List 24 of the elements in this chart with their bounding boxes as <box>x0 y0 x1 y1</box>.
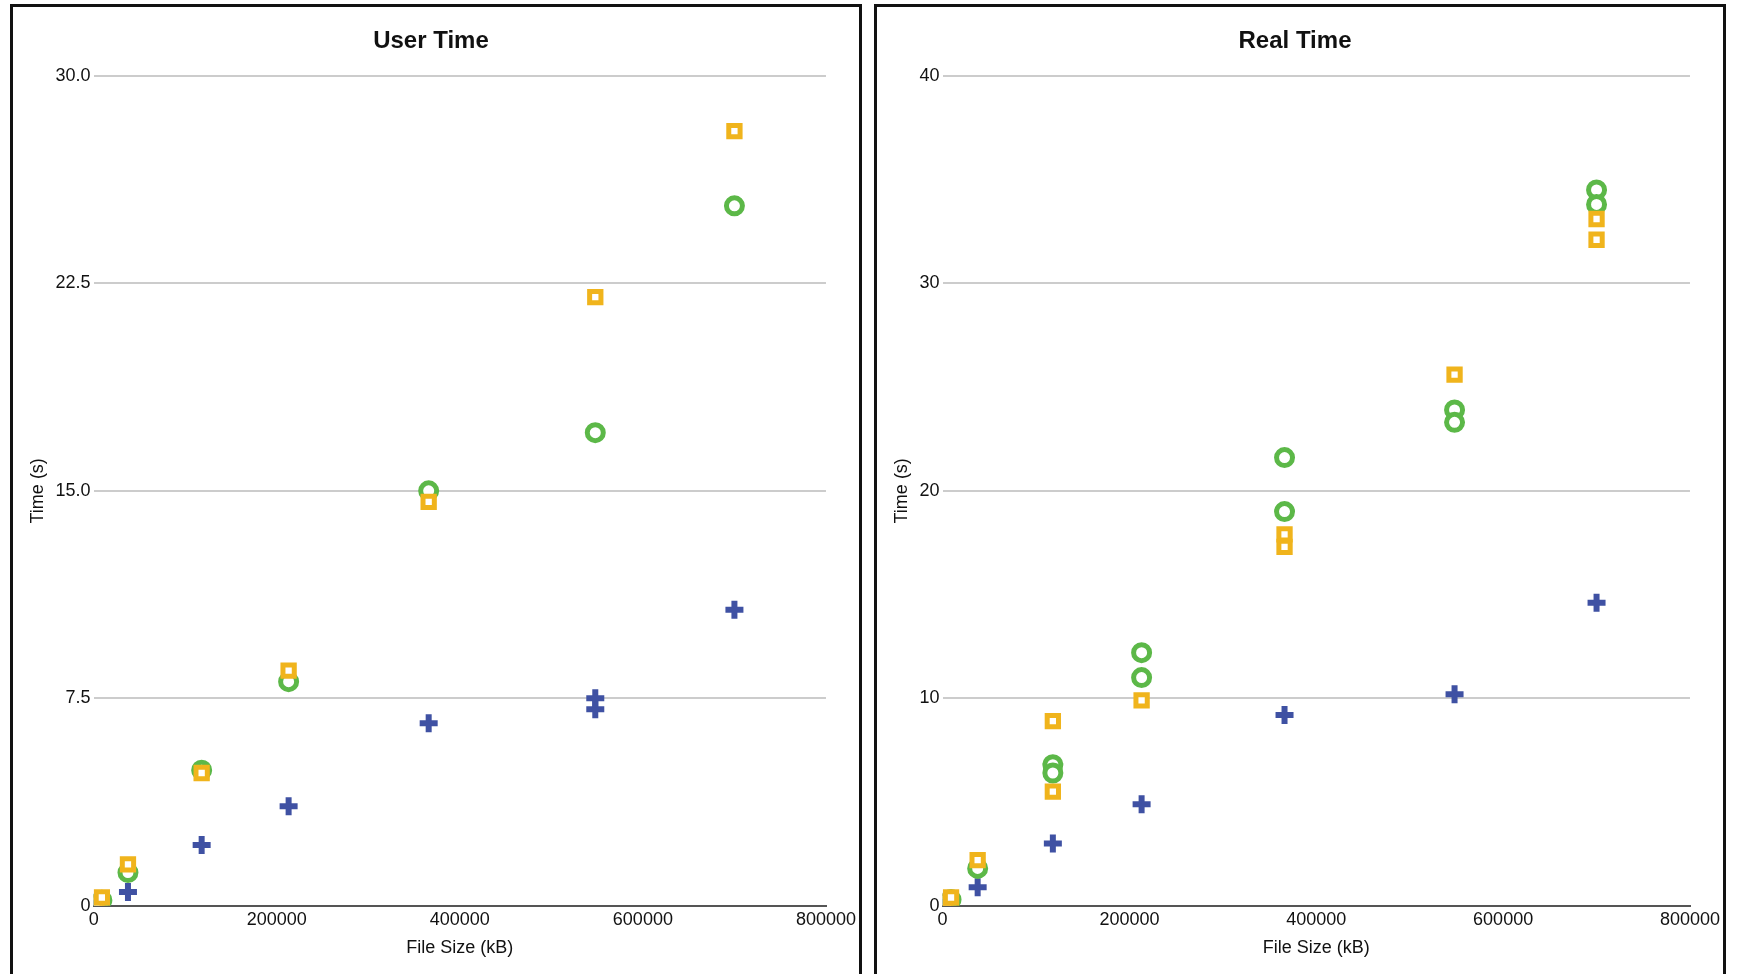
y-tick-label: 0 <box>80 894 91 915</box>
x-tick-label: 400000 <box>429 908 490 929</box>
x-tick-label: 200000 <box>246 908 307 929</box>
y-tick-label: 30.0 <box>55 64 91 85</box>
y-axis-title: Time (s) <box>890 458 911 524</box>
y-tick-label: 20 <box>919 479 940 500</box>
y-tick-label: 0 <box>929 894 940 915</box>
y-tick-label: 30 <box>919 272 940 293</box>
x-tick-label: 800000 <box>1659 908 1721 929</box>
chart-title: User Time <box>373 26 489 54</box>
x-tick-label: 800000 <box>795 908 857 929</box>
y-tick-label: 15.0 <box>55 479 91 500</box>
y-tick-label: 40 <box>919 64 940 85</box>
x-axis-title: File Size (kB) <box>406 937 514 958</box>
y-tick-label: 7.5 <box>65 687 91 708</box>
chart-title: Real Time <box>1238 26 1352 54</box>
x-axis-title: File Size (kB) <box>1262 937 1370 958</box>
x-tick-label: 600000 <box>612 908 673 929</box>
y-tick-label: 22.5 <box>55 272 91 293</box>
x-tick-label: 200000 <box>1099 908 1160 929</box>
x-tick-label: 600000 <box>1473 908 1534 929</box>
x-tick-label: 400000 <box>1286 908 1347 929</box>
y-axis-title: Time (s) <box>26 458 47 524</box>
y-tick-label: 10 <box>919 687 940 708</box>
